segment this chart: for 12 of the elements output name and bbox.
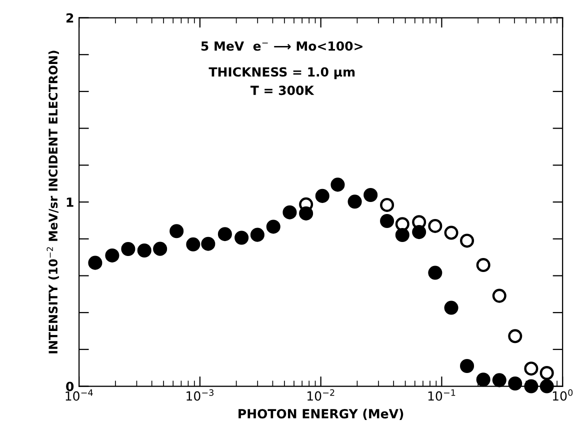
y-tick-label: 0 bbox=[66, 382, 74, 392]
annotation: T = 300K bbox=[250, 86, 314, 96]
x-tick-label: 10$^{−1}$ bbox=[428, 389, 456, 401]
x-axis-title: PHOTON ENERGY (MeV) bbox=[238, 408, 404, 420]
annotation: THICKNESS = 1.0 μm bbox=[208, 67, 355, 80]
x-tick-label: 10$^{−2}$ bbox=[308, 389, 334, 401]
annotation: 5 MeV e$^{−}$ ⟶ Mo<100> bbox=[201, 41, 362, 51]
y-tick-label: 1 bbox=[66, 198, 74, 207]
y-tick-label: 2 bbox=[66, 13, 74, 23]
y-axis-title: INTENSITY (10$^{−2}$ MeV/sr INCIDENT ELECTRON) bbox=[46, 50, 59, 354]
x-tick-label: 10$^{0}$ bbox=[552, 389, 573, 401]
x-tick-label: 10$^{−3}$ bbox=[186, 389, 214, 401]
